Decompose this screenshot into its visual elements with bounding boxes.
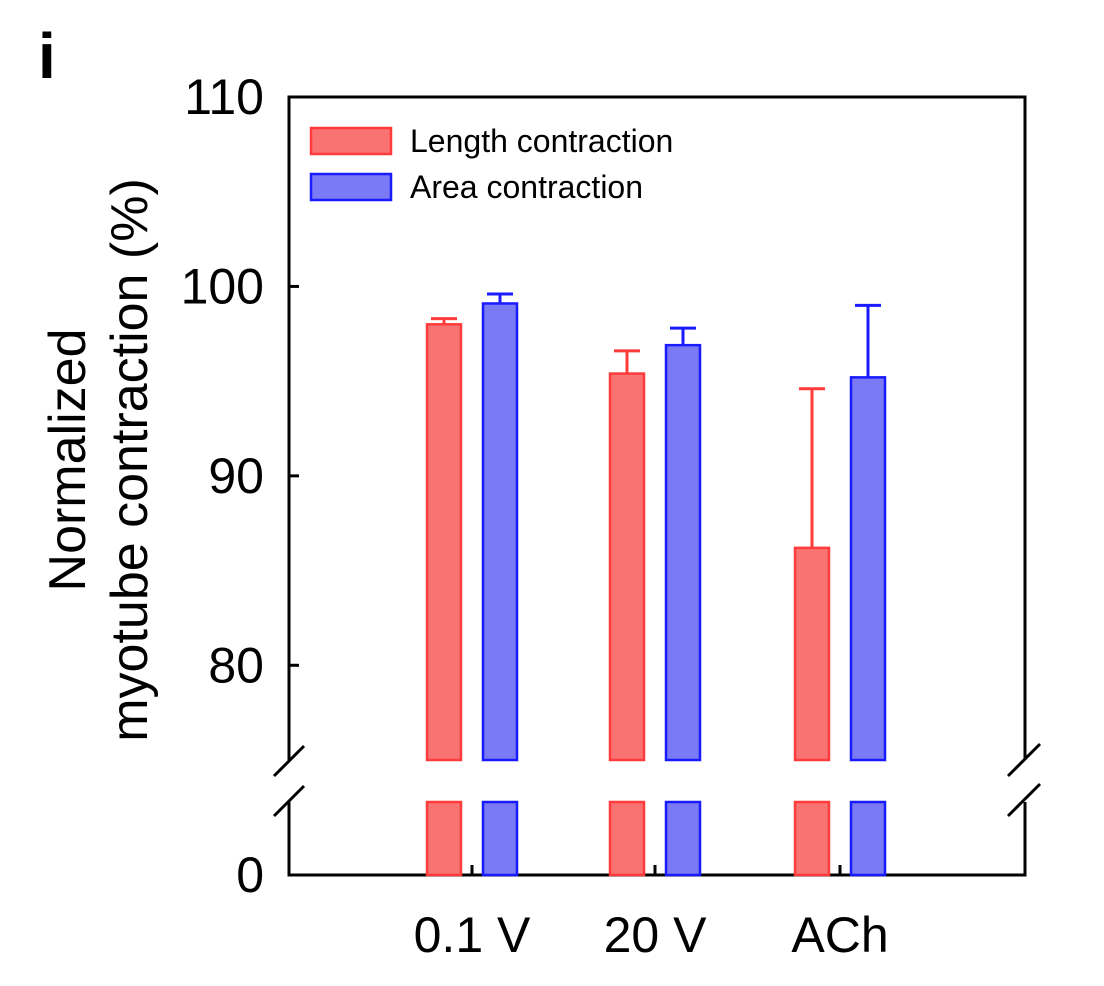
y-tick-label: 100 <box>181 258 264 314</box>
x-tick-label: 0.1 V <box>414 907 531 963</box>
bar-lower-area <box>664 800 702 877</box>
legend: Length contraction Area contraction <box>309 123 673 205</box>
bar-upper-area <box>849 376 887 762</box>
axis-break-mark-left-upper <box>272 744 306 778</box>
y-tick-label: 0 <box>236 847 264 903</box>
y-ticks: 0 80 90 100 110 <box>181 69 299 903</box>
bar-upper-area <box>481 302 519 762</box>
y-axis-label-line1: Normalized <box>39 329 97 592</box>
axis-break-mark-left-lower <box>272 784 306 818</box>
legend-label: Length contraction <box>410 123 673 159</box>
panel-label: i <box>38 20 56 92</box>
bar-upper-area <box>664 343 702 762</box>
x-tick-label: ACh <box>791 907 888 963</box>
plot-area <box>270 95 1044 877</box>
y-tick-label: 110 <box>184 69 264 125</box>
bar-lower-length <box>793 800 831 877</box>
x-tick-label: 20 V <box>604 907 708 963</box>
bar-upper-length <box>608 372 646 762</box>
legend-swatch <box>309 172 393 202</box>
legend-swatch <box>309 126 393 156</box>
axis-break-mark-right-lower <box>1006 782 1042 818</box>
x-ticks: 0.1 V 20 V ACh <box>414 865 889 963</box>
plot-frame <box>287 95 1027 877</box>
bar-upper-length <box>793 546 831 762</box>
axis-break-mark-right-upper <box>1006 742 1042 778</box>
bar-lower-area <box>849 800 887 877</box>
legend-label: Area contraction <box>410 169 643 205</box>
bar-lower-area <box>481 800 519 877</box>
bar-lower-length <box>425 800 463 877</box>
y-tick-label: 90 <box>208 448 264 504</box>
bars <box>425 292 887 877</box>
y-tick-label: 80 <box>208 637 264 693</box>
y-axis-label-line2: myotube contraction (%) <box>101 178 159 742</box>
bar-upper-length <box>425 323 463 762</box>
bar-lower-length <box>608 800 646 877</box>
